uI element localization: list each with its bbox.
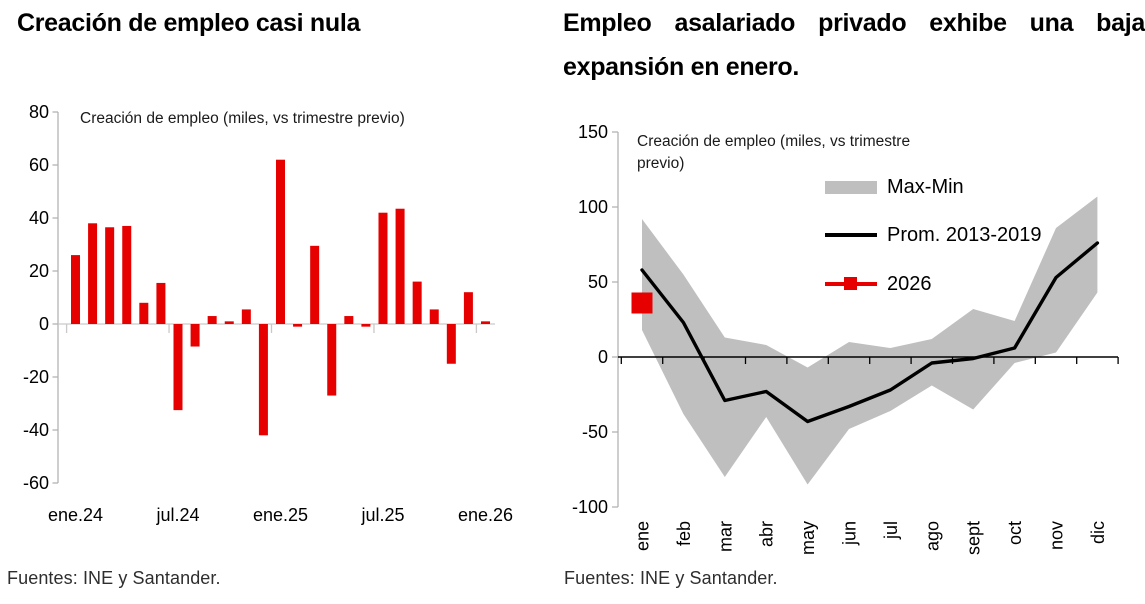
y-tick-label: 50 [588, 272, 608, 292]
x-month-label: feb [674, 521, 694, 546]
right-chart-title-line-1: Empleo asalariado privado exhibe una baj… [563, 9, 1145, 37]
legend-item-max-min: Max-Min [825, 175, 964, 199]
x-month-label: sept [964, 521, 984, 555]
max-min-band [642, 196, 1098, 485]
x-tick-label: ene.26 [458, 505, 513, 525]
bar [122, 225, 132, 324]
x-month-label: ago [922, 521, 942, 551]
bar [207, 316, 217, 324]
left-chart-axis-note: Creación de empleo (miles, vs trimestre … [80, 110, 405, 127]
right-chart-title-line-2: expansión en enero. [563, 53, 800, 81]
y-tick-label: -100 [572, 497, 608, 517]
right-chart-title: Empleo asalariado privado exhibe una baj… [563, 1, 1145, 89]
bar [275, 159, 285, 324]
max-min-band-swatch [825, 180, 877, 194]
bar [412, 281, 422, 324]
y-tick-label: -20 [23, 367, 49, 387]
bar [378, 212, 388, 324]
x-month-label: mar [715, 521, 735, 552]
left-chart-title: Creación de empleo casi nula [17, 9, 361, 37]
bar [446, 324, 456, 364]
x-tick-label: ene.24 [48, 505, 103, 525]
bar [156, 282, 166, 324]
point-2026-square-marker [844, 277, 857, 291]
right-chart-axis-note: Creación de empleo (miles, vs trimestre … [637, 133, 911, 172]
bar [463, 292, 473, 324]
legend-label-2026: 2026 [887, 272, 932, 295]
x-month-label: oct [1005, 521, 1025, 545]
bar [429, 309, 439, 324]
legend-item-prom: Prom. 2013-2019 [825, 223, 1042, 247]
y-tick-label: 0 [39, 314, 49, 334]
x-month-label: dic [1088, 521, 1108, 544]
point-2026-swatch [825, 277, 877, 291]
bar [224, 321, 234, 324]
y-tick-label: 0 [598, 347, 608, 367]
bar [293, 324, 303, 327]
x-month-label: ene [633, 521, 653, 551]
bar [344, 316, 354, 324]
y-tick-label: 100 [578, 197, 608, 217]
right-line-chart: 150 100 50 0 -50 -100 ene feb mar abr may jun jul ago… [572, 122, 1119, 555]
bar [480, 321, 490, 324]
bar [71, 255, 80, 324]
bar [173, 324, 183, 411]
y-tick-label: -40 [23, 420, 49, 440]
y-tick-label: -50 [582, 422, 608, 442]
bar [139, 302, 149, 324]
y-tick-label: 40 [29, 208, 49, 228]
x-tick-label: jul.25 [360, 505, 404, 525]
bar [241, 309, 251, 324]
legend-item-2026: 2026 [825, 272, 932, 296]
bar [361, 324, 371, 327]
legend-label-max-min: Max-Min [887, 175, 964, 198]
x-tick-label: ene.25 [253, 505, 308, 525]
point-2026 [631, 292, 653, 314]
prom-line-swatch [825, 233, 877, 237]
right-chart-source: Fuentes: INE y Santander. [564, 568, 778, 588]
y-tick-label: 20 [29, 261, 49, 281]
bar [258, 324, 268, 436]
y-tick-label: 80 [29, 102, 49, 122]
legend-label-prom: Prom. 2013-2019 [887, 223, 1042, 246]
prom-line [640, 241, 1100, 424]
y-tick-label: 150 [578, 122, 608, 142]
y-tick-label: 60 [29, 155, 49, 175]
y-tick-label: -60 [23, 473, 49, 493]
bar [88, 223, 98, 324]
x-tick-label: jul.24 [155, 505, 199, 525]
x-month-label: abr [757, 521, 777, 547]
bar [310, 245, 320, 324]
x-month-label: nov [1047, 521, 1067, 550]
bar [105, 227, 115, 324]
x-month-label: jun [840, 521, 860, 546]
left-chart-source: Fuentes: INE y Santander. [7, 568, 221, 588]
bar [395, 208, 405, 324]
bar [190, 324, 200, 347]
bar [327, 324, 337, 396]
left-bar-chart: 80 60 40 20 0 -20 -40 -60 ene.24 jul.24 ene.25 jul.… [23, 102, 513, 525]
x-month-label: may [798, 521, 818, 555]
x-month-label: jul [881, 521, 901, 540]
